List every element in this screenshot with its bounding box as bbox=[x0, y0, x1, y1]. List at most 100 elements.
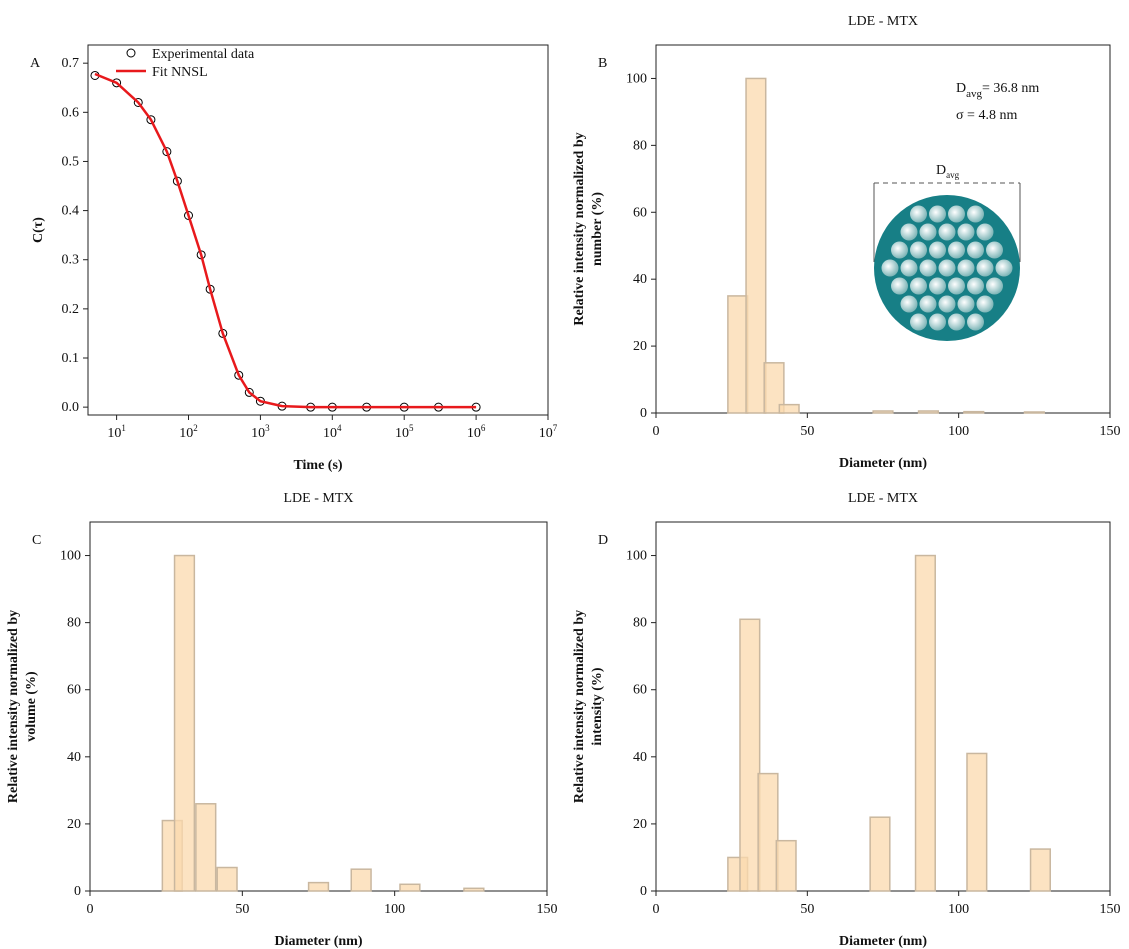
bar bbox=[778, 403, 800, 414]
x-tick-base: 10 bbox=[251, 426, 265, 441]
y-tick-label: 80 bbox=[67, 616, 81, 631]
y-tick-label: 100 bbox=[626, 71, 647, 86]
bar bbox=[1023, 411, 1045, 414]
x-axis-label: Diameter (nm) bbox=[839, 456, 927, 471]
x-tick-exponent: 3 bbox=[265, 423, 270, 433]
y-tick-label: 40 bbox=[67, 750, 81, 765]
x-tick-label: 100 bbox=[948, 902, 969, 917]
core bbox=[938, 259, 956, 277]
x-axis-label: Diameter (nm) bbox=[839, 934, 927, 949]
annotation: σ = 4.8 nm bbox=[956, 108, 1017, 123]
y-axis-label: number (%) bbox=[590, 192, 605, 266]
y-tick-label: 0 bbox=[640, 884, 647, 899]
y-tick-label: 60 bbox=[633, 683, 647, 698]
annotation-text: = 36.8 nm bbox=[982, 81, 1039, 96]
panel-label: A bbox=[30, 56, 41, 71]
bar bbox=[463, 887, 485, 892]
bar bbox=[745, 77, 767, 414]
core bbox=[919, 295, 937, 313]
x-tick-label: 101 bbox=[107, 423, 126, 441]
core bbox=[900, 259, 918, 277]
core bbox=[948, 241, 965, 259]
x-tick-base: 10 bbox=[467, 426, 481, 441]
x-tick-base: 10 bbox=[395, 426, 409, 441]
y-axis-label: C(τ) bbox=[31, 217, 46, 243]
core bbox=[976, 223, 994, 241]
x-tick-label: 102 bbox=[179, 423, 198, 441]
y-tick-label: 40 bbox=[633, 750, 647, 765]
legend-swatch bbox=[126, 48, 136, 58]
annotation-sub: avg bbox=[966, 88, 982, 100]
core bbox=[910, 205, 927, 223]
y-tick-label: 20 bbox=[633, 339, 647, 354]
core bbox=[881, 259, 899, 277]
diagram-label-sub: avg bbox=[946, 170, 959, 180]
annotation: Davg= 36.8 nm bbox=[956, 81, 1039, 100]
x-tick-label: 150 bbox=[537, 902, 558, 917]
x-tick-label: 0 bbox=[653, 424, 660, 439]
bar bbox=[917, 410, 939, 414]
core bbox=[929, 241, 946, 259]
core bbox=[910, 277, 927, 295]
y-tick-label: 60 bbox=[67, 683, 81, 698]
particle-illustration bbox=[873, 182, 1021, 341]
core bbox=[900, 223, 918, 241]
chart-title: LDE - MTX bbox=[284, 491, 354, 506]
x-tick-label: 105 bbox=[395, 423, 414, 441]
core bbox=[957, 295, 975, 313]
y-axis-label: Relative intensity normalized by bbox=[572, 132, 587, 325]
bar bbox=[350, 868, 372, 892]
core bbox=[919, 259, 937, 277]
x-tick-label: 106 bbox=[467, 423, 486, 441]
core bbox=[900, 295, 918, 313]
core bbox=[976, 259, 994, 277]
x-tick-base: 10 bbox=[539, 426, 553, 441]
fit-line bbox=[94, 72, 477, 409]
core bbox=[967, 241, 984, 259]
bar bbox=[966, 752, 988, 892]
data-point bbox=[146, 115, 156, 125]
data-point bbox=[112, 78, 122, 88]
core bbox=[957, 259, 975, 277]
y-axis-label: Relative intensity normalized by bbox=[572, 610, 587, 803]
y-tick-label: 100 bbox=[60, 549, 81, 564]
diagram-label: Davg bbox=[936, 163, 960, 180]
x-tick-exponent: 1 bbox=[121, 423, 126, 433]
data-point bbox=[234, 370, 244, 380]
core bbox=[976, 295, 994, 313]
x-tick-label: 103 bbox=[251, 423, 270, 441]
core bbox=[948, 205, 965, 223]
core bbox=[929, 277, 946, 295]
y-tick-label: 40 bbox=[633, 272, 647, 287]
bar bbox=[1029, 848, 1051, 892]
plot-frame bbox=[655, 44, 1111, 414]
core bbox=[967, 313, 984, 331]
diagram-label-text: D bbox=[936, 163, 946, 178]
x-tick-base: 10 bbox=[179, 426, 193, 441]
core bbox=[986, 241, 1003, 259]
chart-title: LDE - MTX bbox=[848, 14, 918, 29]
legend-label: Fit NNSL bbox=[152, 65, 208, 80]
core bbox=[967, 277, 984, 295]
bar bbox=[763, 362, 785, 414]
x-tick-exponent: 2 bbox=[193, 423, 198, 433]
x-tick-exponent: 4 bbox=[337, 423, 342, 433]
y-tick-label: 0.3 bbox=[62, 253, 80, 268]
x-tick-label: 100 bbox=[384, 902, 405, 917]
core bbox=[891, 277, 908, 295]
y-tick-label: 0.6 bbox=[62, 105, 80, 120]
panel-label: D bbox=[598, 533, 608, 548]
bar bbox=[757, 772, 779, 892]
bar bbox=[869, 816, 891, 892]
bar bbox=[173, 554, 196, 892]
bar bbox=[914, 554, 936, 892]
data-point bbox=[133, 97, 143, 107]
core bbox=[948, 313, 965, 331]
panel-label: C bbox=[32, 533, 41, 548]
bar bbox=[775, 839, 797, 892]
bar bbox=[307, 881, 330, 892]
y-tick-label: 0 bbox=[74, 884, 81, 899]
legend-label: Experimental data bbox=[152, 47, 255, 62]
x-tick-label: 150 bbox=[1100, 902, 1121, 917]
plot-frame bbox=[87, 44, 549, 416]
